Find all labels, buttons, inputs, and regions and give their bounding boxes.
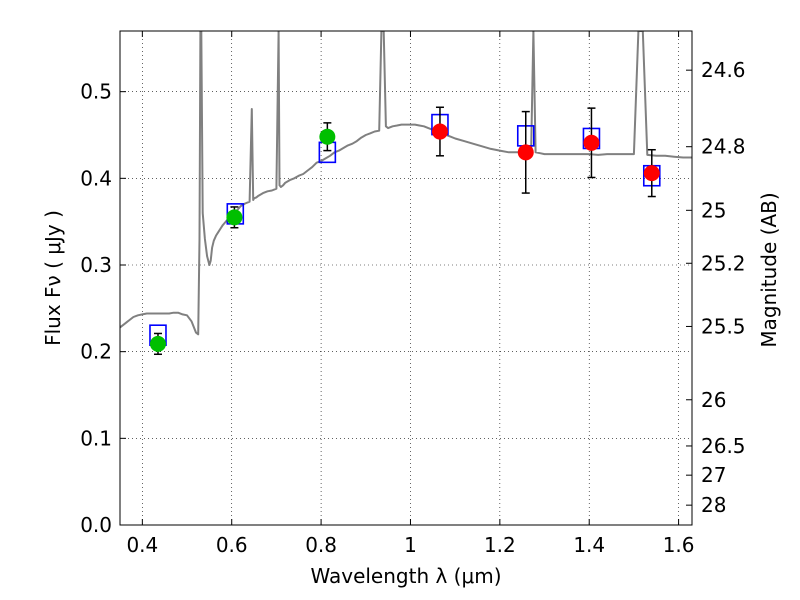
x-tick-label: 0.4: [126, 533, 158, 557]
observed-flux-point: [431, 123, 448, 140]
y2-tick-label: 25: [701, 198, 726, 222]
y2-tick-label: 26: [701, 388, 726, 412]
x-tick-label: 0.8: [305, 533, 337, 557]
y2-tick-label: 25.5: [701, 314, 746, 338]
y-tick-label: 0.1: [80, 426, 112, 450]
x-tick-label: 1: [404, 533, 417, 557]
y-tick-label: 0.0: [80, 513, 112, 537]
x-axis-title: Wavelength λ (μm): [310, 564, 501, 588]
observed-flux-point: [643, 165, 660, 182]
axis-ticks: 0.4 0.6 0.8 1 1.2 1.4 1.6 0.0 0.1 0.2 0.3 0.4 0.5 24.…: [80, 31, 746, 557]
observed-flux-point: [583, 134, 600, 151]
model-spectrum-line: [120, 31, 692, 336]
y2-tick-label: 26.5: [701, 434, 746, 458]
plot-area: [120, 31, 692, 356]
y2-axis-title: Magnitude (AB): [757, 192, 781, 347]
y2-tick-label: 27: [701, 463, 726, 487]
observed-flux-point: [226, 209, 243, 226]
y-tick-label: 0.3: [80, 253, 112, 277]
y-tick-label: 0.4: [80, 166, 112, 190]
y2-tick-label: 24.6: [701, 58, 746, 82]
plot-frame: [119, 30, 693, 526]
observed-flux-point: [517, 144, 534, 161]
x-tick-label: 0.6: [216, 533, 248, 557]
x-tick-label: 1.4: [573, 533, 605, 557]
y2-tick-label: 28: [701, 493, 726, 517]
y2-tick-label: 24.8: [701, 135, 746, 159]
y2-tick-label: 25.2: [701, 251, 746, 275]
y-axis-title: Flux Fν ( μJy ): [41, 210, 65, 346]
x-tick-label: 1.6: [663, 533, 695, 557]
observed-flux-point: [319, 128, 336, 145]
y-tick-label: 0.2: [80, 340, 112, 364]
observed-flux-point: [149, 335, 166, 352]
x-tick-label: 1.2: [484, 533, 516, 557]
y-tick-label: 0.5: [80, 80, 112, 104]
